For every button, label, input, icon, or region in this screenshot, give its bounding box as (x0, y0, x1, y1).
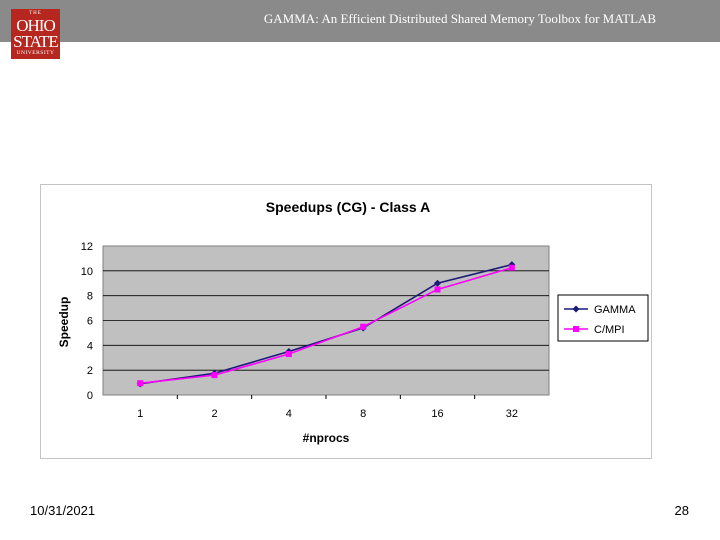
footer-date: 10/31/2021 (30, 503, 96, 518)
data-point-c-mpi (360, 323, 367, 330)
y-tick-label: 6 (87, 316, 93, 328)
y-tick-label: 4 (87, 340, 93, 352)
y-tick-label: 12 (81, 241, 93, 253)
y-tick-label: 0 (87, 390, 93, 402)
chart-frame: Speedups (CG) - Class A Speedup #nprocs … (40, 184, 652, 459)
logo-line-1: OHIO (16, 16, 56, 35)
university-logo: THE OHIO STATE UNIVERSITY (11, 9, 60, 59)
x-tick-label: 4 (286, 408, 292, 420)
legend-marker-c-mpi (573, 326, 579, 332)
x-tick-label: 1 (137, 408, 143, 420)
legend: GAMMA C/MPI (557, 294, 649, 342)
logo-line-2: STATE (13, 32, 59, 51)
data-point-c-mpi (211, 372, 218, 379)
data-point-c-mpi (285, 351, 292, 358)
legend-label-c-mpi: C/MPI (594, 324, 625, 336)
legend-marker-gamma (572, 305, 580, 313)
speedup-chart: Speedups (CG) - Class A Speedup #nprocs … (57, 199, 649, 445)
series-line-c-mpi (140, 266, 513, 384)
x-tick-label: 32 (506, 408, 518, 420)
page-number: 28 (674, 503, 689, 518)
data-point-gamma (434, 279, 441, 287)
x-tick-label: 16 (431, 408, 443, 420)
chart-title: Speedups (CG) - Class A (266, 199, 430, 215)
x-tick-label: 2 (211, 408, 217, 420)
y-tick-label: 10 (81, 266, 93, 278)
data-point-c-mpi (508, 264, 515, 271)
legend-label-gamma: GAMMA (594, 304, 636, 316)
header-bar: THE OHIO STATE UNIVERSITY GAMMA: An Effi… (0, 0, 720, 59)
logo-line-small: THE (29, 11, 42, 16)
data-point-c-mpi (137, 380, 144, 387)
y-axis-label: Speedup (57, 297, 71, 348)
y-tick-label: 2 (87, 365, 93, 377)
y-tick-label: 8 (87, 291, 93, 303)
slide-header-title: GAMMA: An Efficient Distributed Shared M… (263, 11, 657, 26)
x-axis-label: #nprocs (303, 431, 350, 445)
legend-box (557, 294, 649, 342)
data-point-c-mpi (434, 286, 441, 293)
logo-line-3: UNIVERSITY (16, 50, 55, 56)
x-tick-label: 8 (360, 408, 366, 420)
